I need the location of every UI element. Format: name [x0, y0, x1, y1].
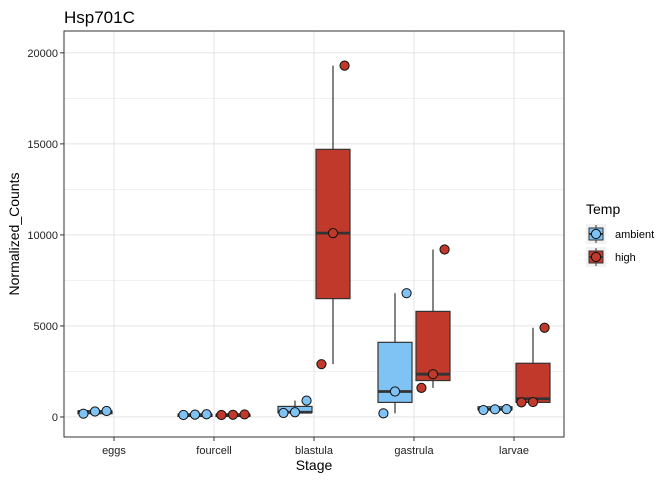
- box-body: [515, 362, 551, 404]
- x-tick-label: fourcell: [196, 445, 231, 457]
- grid: [64, 31, 564, 437]
- data-point: [489, 404, 501, 415]
- box-high-blastula: [315, 60, 351, 370]
- box-body: [415, 310, 451, 382]
- data-point: [289, 407, 301, 418]
- data-point: [539, 322, 550, 333]
- x-tick-label: eggs: [102, 445, 126, 457]
- x-tick-label: gastrula: [394, 445, 434, 457]
- legend-key-point: [590, 251, 602, 263]
- data-point: [239, 409, 250, 420]
- y-tick-label: 15000: [27, 139, 58, 151]
- data-point: [201, 409, 212, 420]
- data-point: [527, 396, 539, 408]
- data-point: [178, 409, 189, 421]
- legend-key-point: [590, 228, 602, 240]
- y-axis: 0 5000 10000 15000 20000: [27, 48, 64, 424]
- boxes: [77, 60, 551, 421]
- legend-label: high: [615, 252, 636, 264]
- data-point: [278, 407, 289, 419]
- x-axis-title: Stage: [296, 457, 333, 473]
- data-point: [316, 359, 327, 370]
- data-point: [227, 409, 239, 420]
- data-point: [516, 397, 527, 408]
- legend-entry-high: high: [586, 247, 636, 267]
- data-point: [416, 382, 427, 393]
- data-point: [401, 288, 412, 299]
- data-point: [427, 369, 439, 380]
- box-ambient-fourcell: [177, 409, 213, 421]
- data-point: [378, 408, 389, 419]
- y-tick-label: 5000: [34, 321, 58, 333]
- box-ambient-larvae: [477, 404, 513, 416]
- x-tick-label: larvae: [499, 445, 529, 457]
- box-high-fourcell: [215, 409, 251, 421]
- data-point: [501, 404, 512, 415]
- data-point: [216, 409, 227, 421]
- data-point: [78, 408, 89, 419]
- data-point: [389, 386, 401, 397]
- box-high-gastrula: [415, 244, 451, 393]
- data-point: [327, 227, 339, 239]
- box-body: [315, 148, 351, 300]
- data-point: [101, 405, 112, 417]
- box-high-larvae: [515, 322, 551, 408]
- y-tick-label: 20000: [27, 48, 58, 60]
- y-axis-title: Normalized_Counts: [6, 173, 22, 296]
- data-point: [189, 409, 201, 420]
- legend-title: Temp: [586, 201, 620, 217]
- chart-title: Hsp701C: [64, 8, 135, 27]
- data-point: [301, 395, 312, 406]
- data-point: [439, 244, 450, 255]
- box-ambient-eggs: [77, 405, 113, 419]
- x-axis: eggs fourcell blastula gastrula larvae: [102, 437, 529, 457]
- legend: Temp ambient high: [586, 201, 654, 267]
- box-ambient-gastrula: [377, 288, 413, 419]
- y-tick-label: 0: [52, 412, 58, 424]
- y-tick-label: 10000: [27, 230, 58, 242]
- data-point: [478, 404, 489, 416]
- legend-label: ambient: [615, 229, 654, 241]
- data-point: [89, 406, 101, 417]
- x-tick-label: blastula: [295, 445, 334, 457]
- box-ambient-blastula: [277, 395, 313, 419]
- data-point: [339, 60, 350, 71]
- legend-entry-ambient: ambient: [586, 224, 654, 244]
